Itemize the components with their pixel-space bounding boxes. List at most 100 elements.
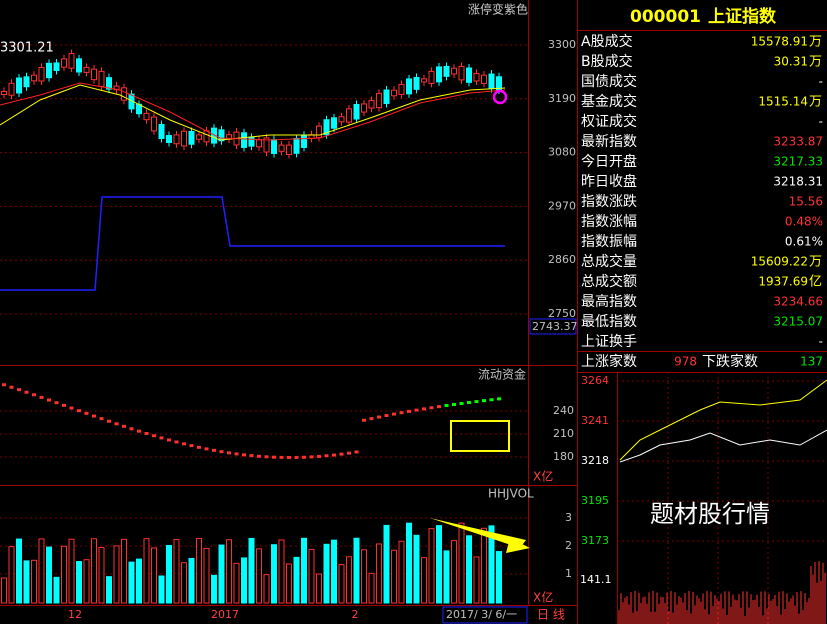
volume-bar — [173, 539, 180, 604]
flow-dot — [159, 436, 164, 440]
flow-dot — [24, 390, 29, 394]
candle — [31, 74, 37, 82]
flow-dot — [197, 445, 201, 449]
volume-bar — [91, 538, 97, 604]
volume-bar — [143, 538, 150, 604]
quote-label: 今日开盘 — [581, 153, 637, 170]
intraday-tick: 3241 — [581, 414, 609, 427]
volume-bar — [16, 538, 22, 604]
volume-bar — [83, 559, 90, 604]
candle — [8, 82, 15, 96]
candle — [211, 127, 217, 144]
candle — [248, 136, 255, 147]
quote-value: 30.31 — [774, 55, 808, 69]
quote-label: 权证成交 — [581, 113, 637, 130]
volume-bar — [496, 551, 502, 604]
flow-dot — [47, 398, 51, 402]
volume-title: HHJVOL — [488, 487, 534, 501]
candle — [338, 116, 345, 123]
volume-unit: X亿 — [533, 590, 553, 605]
quote-value: 3234.66 — [773, 295, 823, 309]
intraday-tick: 3195 — [581, 494, 609, 507]
volume-bar — [1, 577, 7, 604]
candle — [196, 134, 202, 140]
quote-label: A股成交 — [581, 33, 633, 50]
volume-bar — [23, 560, 30, 604]
volume-bar — [61, 545, 67, 604]
flow-dot — [54, 401, 59, 405]
volume-bar — [293, 556, 300, 604]
quote-value: 15578.91 — [751, 35, 808, 49]
volume-bar — [181, 562, 187, 604]
quote-value: 1515.14 — [758, 95, 808, 109]
volume-bar — [286, 563, 292, 604]
candle — [421, 78, 427, 83]
candle — [61, 58, 67, 68]
arrow — [430, 518, 526, 548]
flow-dot — [174, 440, 179, 444]
volume-bar — [323, 543, 330, 604]
quote-label: 指数振幅 — [581, 234, 637, 250]
flow-dot — [377, 415, 381, 419]
candle — [353, 103, 360, 120]
candle — [301, 134, 307, 148]
volume-bar — [436, 525, 442, 604]
quote-unit: 万 — [809, 255, 822, 270]
flow-dot — [317, 454, 321, 458]
volume-bar — [188, 558, 195, 604]
flow-dot — [227, 451, 231, 455]
candle — [383, 89, 390, 104]
volume-bar — [241, 557, 247, 604]
candle — [398, 83, 405, 95]
candle — [481, 74, 487, 84]
flow-dot — [474, 400, 479, 404]
flow-dot — [212, 448, 216, 452]
flow-tick: 210 — [553, 427, 574, 440]
quote-label: 总成交量 — [581, 253, 637, 270]
flow-dot — [249, 454, 254, 458]
candle — [188, 130, 195, 145]
flow-dot — [354, 450, 359, 454]
flow-dot — [62, 403, 66, 407]
candle — [406, 78, 412, 95]
flow-title: 流动资金 — [478, 367, 526, 382]
volume-bar — [346, 556, 352, 604]
volume-bar — [158, 575, 165, 604]
quote-unit: 万 — [809, 55, 822, 70]
candle — [323, 119, 330, 136]
volume-bar — [466, 535, 472, 604]
volume-bar — [196, 538, 202, 604]
quote-value: 0.61% — [785, 235, 823, 249]
candle — [256, 139, 262, 148]
indicator-title: 涨停变紫色 — [468, 2, 528, 17]
volume-bar — [368, 572, 375, 604]
ma-line — [0, 82, 506, 141]
volume-bar — [488, 525, 495, 604]
flow-dot — [302, 455, 306, 459]
flow-dot — [287, 455, 291, 459]
volume-bar — [458, 522, 465, 604]
flow-dot — [219, 450, 224, 454]
candle — [368, 99, 375, 109]
candle — [106, 77, 112, 90]
volume-bar — [338, 564, 345, 604]
flow-dot — [309, 455, 314, 459]
volume-bar — [218, 544, 225, 604]
candle — [413, 76, 420, 90]
volume-bar — [128, 561, 135, 604]
volume-bar — [443, 550, 450, 604]
up-value: 978 — [674, 355, 697, 369]
volume-bar — [53, 576, 60, 604]
candle — [488, 73, 495, 90]
candle — [23, 76, 30, 88]
candle — [46, 62, 52, 79]
flow-dot — [459, 402, 464, 406]
candle — [83, 66, 90, 73]
volume-bar — [68, 538, 75, 604]
marker-circle — [492, 89, 508, 105]
candle — [361, 103, 367, 113]
candle — [121, 87, 127, 101]
flow-tick: 240 — [553, 404, 574, 417]
volume-bar — [451, 540, 457, 604]
